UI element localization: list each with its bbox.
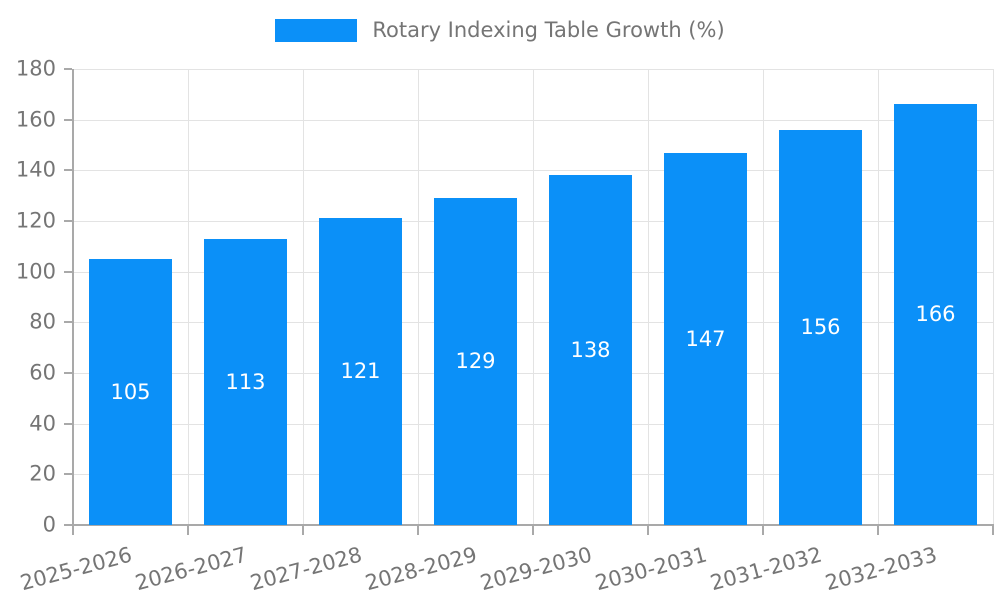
y-tick bbox=[64, 271, 72, 273]
bar-2031-2032[interactable]: 156 bbox=[779, 130, 862, 525]
y-tick-label: 60 bbox=[29, 360, 56, 385]
x-tick-label: 2028-2029 bbox=[362, 542, 479, 596]
x-gridline bbox=[878, 69, 879, 525]
bar-2030-2031[interactable]: 147 bbox=[664, 153, 747, 525]
bar-2028-2029[interactable]: 129 bbox=[434, 198, 517, 525]
x-axis-line bbox=[72, 524, 994, 526]
y-axis-line bbox=[72, 69, 74, 527]
bar-2032-2033[interactable]: 166 bbox=[894, 104, 977, 525]
x-tick bbox=[762, 526, 764, 535]
y-tick-label: 100 bbox=[15, 259, 56, 284]
bar-value-label: 113 bbox=[225, 369, 266, 394]
x-tick-label: 2026-2027 bbox=[132, 542, 249, 596]
x-gridline bbox=[418, 69, 419, 525]
x-gridline bbox=[993, 69, 994, 525]
x-tick bbox=[72, 526, 74, 535]
x-tick-label: 2032-2033 bbox=[822, 542, 939, 596]
y-tick bbox=[64, 423, 72, 425]
y-tick-label: 180 bbox=[15, 56, 56, 81]
y-tick-label: 160 bbox=[15, 107, 56, 132]
x-gridline bbox=[188, 69, 189, 525]
y-tick-label: 20 bbox=[29, 461, 56, 486]
x-tick-label: 2030-2031 bbox=[592, 542, 709, 596]
y-tick-label: 40 bbox=[29, 411, 56, 436]
y-tick bbox=[64, 68, 72, 70]
y-tick bbox=[64, 169, 72, 171]
y-tick bbox=[64, 372, 72, 374]
bar-value-label: 138 bbox=[570, 337, 611, 362]
bar-2029-2030[interactable]: 138 bbox=[549, 175, 632, 525]
x-gridline bbox=[763, 69, 764, 525]
x-tick-label: 2029-2030 bbox=[477, 542, 594, 596]
x-gridline bbox=[303, 69, 304, 525]
bar-value-label: 147 bbox=[685, 326, 726, 351]
bar-value-label: 156 bbox=[800, 315, 841, 339]
legend-swatch-icon bbox=[275, 19, 358, 42]
x-tick-label: 2027-2028 bbox=[247, 542, 364, 596]
legend[interactable]: Rotary Indexing Table Growth (%) bbox=[0, 18, 1000, 43]
bar-value-label: 129 bbox=[455, 349, 496, 373]
bar-value-label: 121 bbox=[340, 359, 381, 383]
x-tick bbox=[992, 526, 994, 535]
y-tick-label: 120 bbox=[15, 208, 56, 233]
x-tick bbox=[877, 526, 879, 535]
bar-value-label: 105 bbox=[110, 379, 151, 404]
y-tick-label: 140 bbox=[15, 157, 56, 182]
x-gridline bbox=[533, 69, 534, 525]
x-gridline bbox=[648, 69, 649, 525]
x-tick bbox=[302, 526, 304, 535]
bar-2025-2026[interactable]: 105 bbox=[89, 259, 172, 525]
x-tick-label: 2025-2026 bbox=[17, 542, 134, 596]
x-tick bbox=[532, 526, 534, 535]
y-tick bbox=[64, 119, 72, 121]
y-tick bbox=[64, 321, 72, 323]
y-tick-label: 80 bbox=[29, 309, 56, 334]
x-tick-label: 2031-2032 bbox=[707, 542, 824, 596]
x-tick bbox=[417, 526, 419, 535]
x-tick bbox=[647, 526, 649, 535]
y-tick bbox=[64, 220, 72, 222]
y-tick bbox=[64, 524, 72, 526]
bar-value-label: 166 bbox=[915, 302, 956, 326]
legend-label: Rotary Indexing Table Growth (%) bbox=[372, 18, 725, 42]
y-tick bbox=[64, 473, 72, 475]
bar-2026-2027[interactable]: 113 bbox=[204, 239, 287, 525]
x-tick bbox=[187, 526, 189, 535]
y-tick-label: 0 bbox=[42, 512, 56, 537]
bar-2027-2028[interactable]: 121 bbox=[319, 218, 402, 525]
